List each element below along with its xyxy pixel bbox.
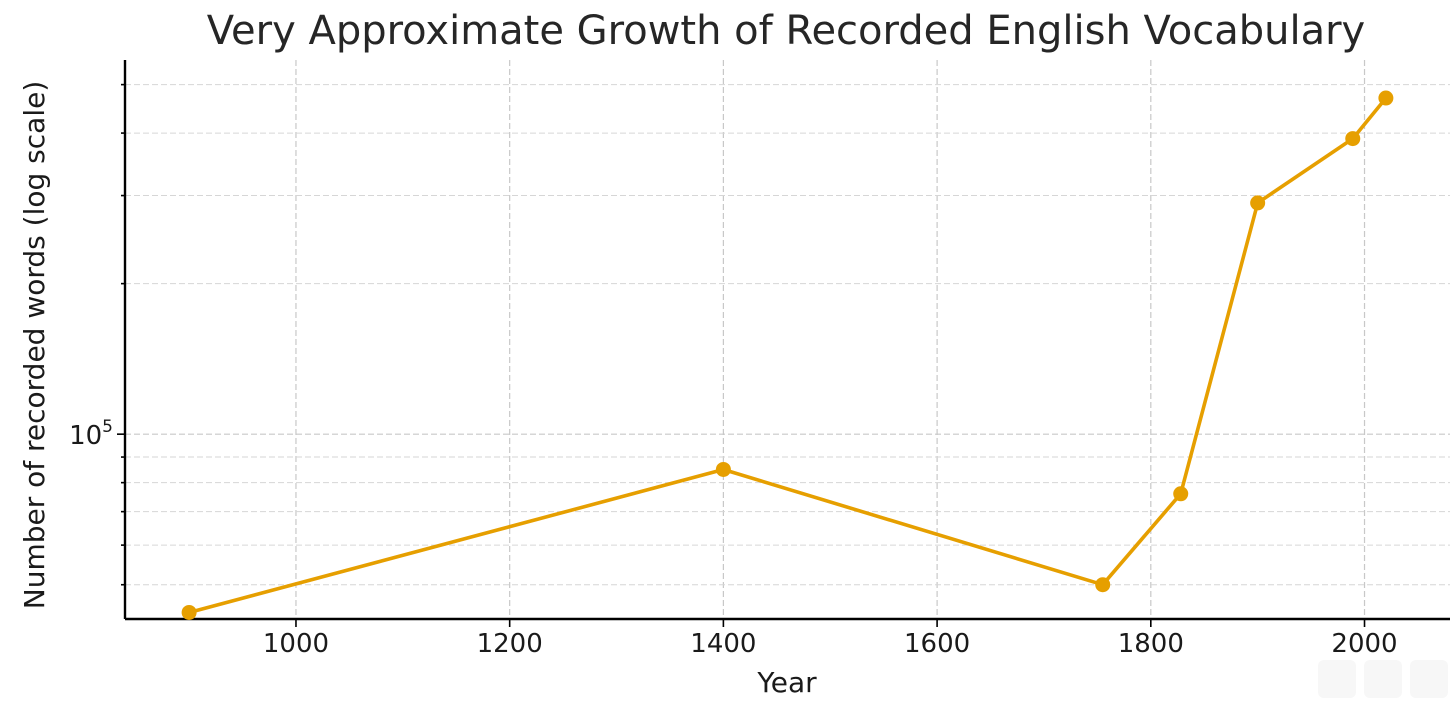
series-line (187, 96, 1388, 615)
x-tick-label: 1000 (263, 629, 329, 659)
chart-title: Very Approximate Growth of Recorded Engl… (207, 8, 1365, 54)
data-point (1173, 486, 1189, 502)
series-layer (181, 90, 1394, 620)
y-axis-label: Number of recorded words (log scale) (18, 81, 51, 610)
x-axis-label: Year (756, 666, 817, 699)
x-tick-label: 2000 (1331, 629, 1397, 659)
data-point (1345, 131, 1361, 147)
data-point (1250, 195, 1266, 211)
data-point (1095, 577, 1111, 593)
tick-layer: 1000 1200 1400 1600 1800 2000 105 (69, 83, 1398, 659)
corner-button-1[interactable] (1318, 660, 1356, 698)
x-tick-label: 1200 (477, 629, 543, 659)
grid-layer (125, 60, 1450, 619)
corner-button-3[interactable] (1410, 660, 1448, 698)
data-point (181, 604, 197, 620)
data-point (1378, 90, 1394, 106)
x-tick-label: 1400 (690, 629, 756, 659)
corner-button-2[interactable] (1364, 660, 1402, 698)
y-tick-label: 105 (69, 417, 113, 451)
data-point (715, 461, 731, 477)
x-tick-label: 1800 (1118, 629, 1184, 659)
x-tick-label: 1600 (904, 629, 970, 659)
axes-spines (123, 60, 1450, 621)
